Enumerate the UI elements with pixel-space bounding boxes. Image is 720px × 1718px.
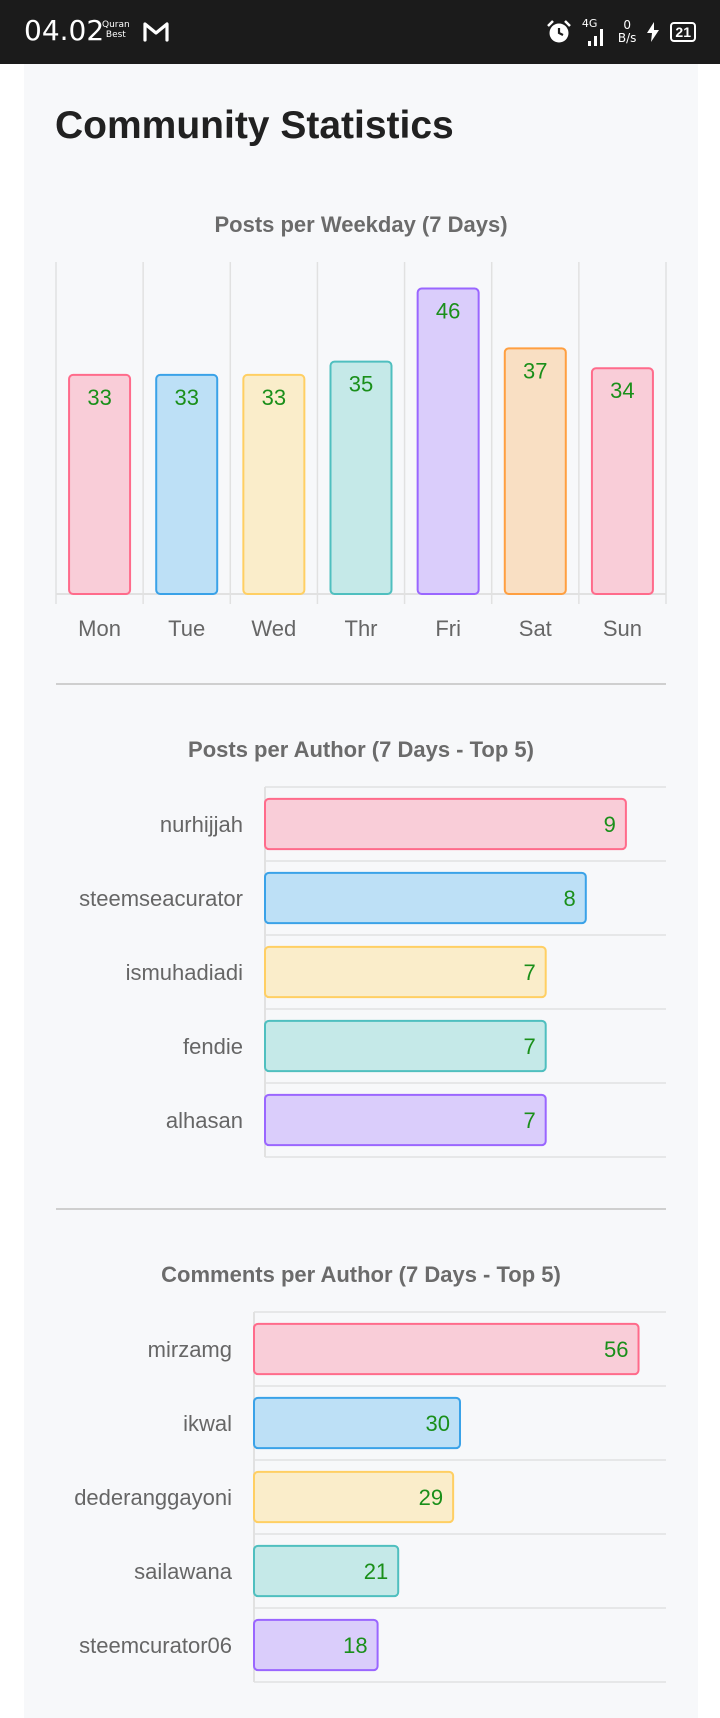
quran-badge-line-1: Quran	[102, 20, 130, 30]
chart-bar	[505, 348, 566, 594]
chart-bar	[265, 1095, 546, 1145]
bar-value-label: 33	[174, 385, 198, 410]
y-tick-label: steemseacurator	[79, 886, 243, 911]
x-tick-label: Fri	[435, 616, 461, 641]
chart-title-posts-author: Posts per Author (7 Days - Top 5)	[56, 737, 666, 763]
bar-value-label: 21	[364, 1559, 388, 1584]
gmail-icon	[142, 20, 170, 42]
x-tick-label: Tue	[168, 616, 205, 641]
chart-bar	[265, 947, 546, 997]
bar-value-label: 7	[523, 1108, 535, 1133]
x-tick-label: Thr	[345, 616, 378, 641]
page-title: Community Statistics	[55, 104, 454, 148]
quran-badge-line-2: Best	[106, 30, 126, 40]
bar-value-label: 37	[523, 358, 547, 383]
quran-best-icon: Quran Best	[102, 20, 130, 40]
y-tick-label: steemcurator06	[79, 1633, 232, 1658]
network-speed: 0 B/s	[618, 19, 637, 45]
bar-value-label: 8	[564, 886, 576, 911]
bar-value-label: 56	[604, 1337, 628, 1362]
divider	[56, 683, 666, 685]
y-tick-label: sailawana	[134, 1559, 233, 1584]
x-tick-label: Sun	[603, 616, 642, 641]
bar-value-label: 18	[343, 1633, 367, 1658]
posts-per-author-chart: 9 nurhijjah 8 steemseacurator 7 ismuhadiadi 7 f…	[0, 775, 720, 1175]
bar-value-label: 33	[262, 385, 286, 410]
chart-bar	[265, 799, 626, 849]
divider	[56, 1208, 666, 1210]
bar-value-label: 33	[87, 385, 111, 410]
weekday-bar-chart: 33 Mon 33 Tue 33 Wed 35 Thr 46 Fri 37 Sat 34 Sun	[0, 250, 720, 650]
signal-bars	[582, 17, 608, 47]
y-tick-label: nurhijjah	[160, 812, 243, 837]
chart-bar	[265, 873, 586, 923]
chart-bar	[418, 289, 479, 594]
comments-per-author-chart: 56 mirzamg 30 ikwal 29 dederanggayoni 21 sailaw…	[0, 1300, 720, 1700]
alarm-icon	[546, 19, 572, 45]
chart-bar	[254, 1324, 639, 1374]
y-tick-label: ikwal	[183, 1411, 232, 1436]
chart-title-weekday: Posts per Weekday (7 Days)	[56, 212, 666, 238]
status-time: 04.02	[24, 14, 104, 47]
y-tick-label: alhasan	[166, 1108, 243, 1133]
y-tick-label: ismuhadiadi	[126, 960, 243, 985]
x-tick-label: Sat	[519, 616, 552, 641]
x-tick-label: Wed	[251, 616, 296, 641]
signal-icon: 4G	[582, 17, 608, 47]
bar-value-label: 7	[523, 960, 535, 985]
bar-value-label: 30	[426, 1411, 450, 1436]
bar-value-label: 29	[419, 1485, 443, 1510]
bar-value-label: 34	[610, 378, 634, 403]
y-tick-label: fendie	[183, 1034, 243, 1059]
chart-title-comments-author: Comments per Author (7 Days - Top 5)	[56, 1262, 666, 1288]
y-tick-label: dederanggayoni	[74, 1485, 232, 1510]
network-speed-unit: B/s	[618, 32, 637, 45]
status-bar: 04.02 Quran Best 4G 0 B/s 21	[0, 0, 720, 64]
x-tick-label: Mon	[78, 616, 121, 641]
bar-value-label: 46	[436, 299, 460, 324]
charging-icon	[646, 22, 660, 42]
chart-bar	[265, 1021, 546, 1071]
y-tick-label: mirzamg	[148, 1337, 232, 1362]
bar-value-label: 9	[604, 812, 616, 837]
bar-value-label: 35	[349, 372, 373, 397]
battery-icon: 21	[670, 22, 696, 42]
bar-value-label: 7	[523, 1034, 535, 1059]
